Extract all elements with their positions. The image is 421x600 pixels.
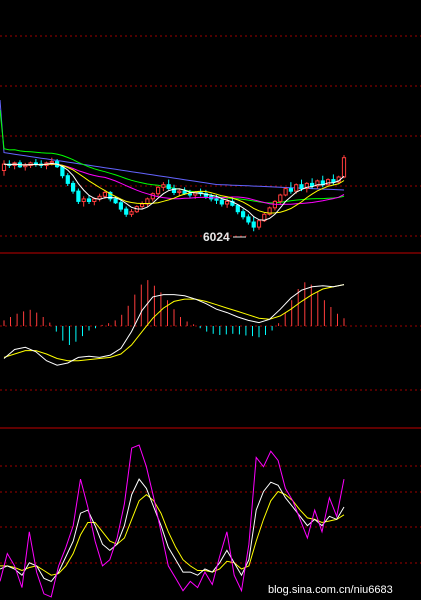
candle-down bbox=[219, 199, 224, 205]
candle-down bbox=[86, 198, 92, 202]
kdj-panel bbox=[0, 444, 345, 598]
candle-up bbox=[140, 203, 145, 208]
candle-down bbox=[124, 208, 129, 215]
candle-up bbox=[315, 180, 320, 187]
macd-dif-line bbox=[3, 284, 345, 366]
watermark-text: blog.sina.com.cn/niu6683 bbox=[268, 584, 393, 596]
candle-down bbox=[108, 191, 113, 200]
candle-up bbox=[341, 157, 347, 178]
candle-down bbox=[76, 190, 81, 202]
candle-down bbox=[171, 188, 177, 194]
ma10-line bbox=[3, 163, 345, 214]
candle-down bbox=[310, 182, 315, 187]
candle-down bbox=[71, 182, 76, 192]
candle-up bbox=[283, 188, 288, 196]
kdj-j-line bbox=[0, 444, 345, 598]
candle-up bbox=[161, 184, 166, 188]
ma60-line bbox=[0, 109, 345, 204]
candle-up bbox=[1, 163, 7, 172]
grid-layer bbox=[0, 35, 421, 564]
candle-up bbox=[102, 191, 108, 197]
candle-down bbox=[235, 204, 240, 213]
ma5-line bbox=[3, 162, 345, 221]
candle-up bbox=[81, 198, 86, 202]
candle-up bbox=[23, 164, 28, 168]
kdj-k-line bbox=[0, 478, 345, 583]
candle-up bbox=[156, 186, 161, 195]
candle-up bbox=[225, 200, 230, 205]
candle-down bbox=[288, 188, 293, 192]
candle-up bbox=[304, 182, 309, 189]
candle-down bbox=[241, 211, 246, 218]
candle-down bbox=[251, 221, 256, 228]
macd-panel bbox=[3, 280, 345, 366]
candle-up bbox=[177, 190, 182, 193]
candle-down bbox=[214, 198, 219, 201]
candle-up bbox=[326, 179, 331, 186]
low-price-label: 6024 bbox=[203, 230, 230, 244]
candle-down bbox=[118, 202, 124, 210]
macd-dea-line bbox=[3, 284, 345, 362]
candle-down bbox=[299, 184, 304, 190]
price-panel bbox=[0, 99, 347, 232]
candle-up bbox=[294, 184, 299, 192]
ma120-line bbox=[0, 99, 345, 191]
candle-down bbox=[65, 175, 70, 184]
candle-up bbox=[129, 211, 134, 215]
candle-up bbox=[256, 220, 262, 228]
candle-down bbox=[187, 193, 193, 196]
candle-up bbox=[150, 193, 155, 200]
candle-up bbox=[278, 194, 283, 202]
candle-up bbox=[92, 198, 97, 202]
candle-down bbox=[166, 184, 171, 190]
candle-down bbox=[60, 166, 65, 177]
candle-down bbox=[113, 198, 118, 204]
candle-up bbox=[49, 161, 54, 164]
candle-down bbox=[246, 216, 251, 223]
candle-up bbox=[267, 207, 272, 215]
candle-down bbox=[182, 190, 187, 195]
